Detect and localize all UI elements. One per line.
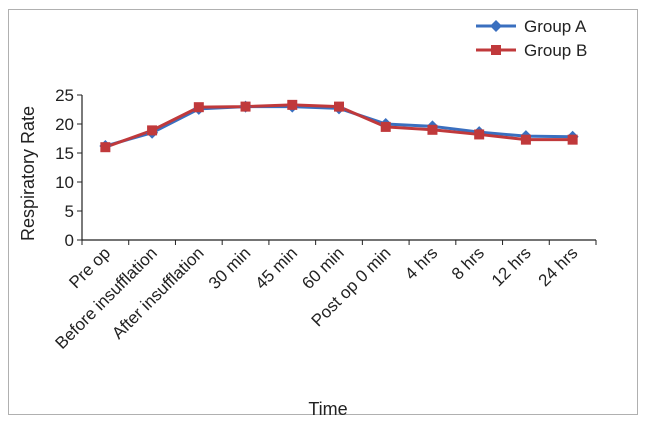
x-tick-label: 4 hrs xyxy=(401,243,441,283)
data-point xyxy=(100,142,111,153)
data-point xyxy=(147,125,158,136)
y-tick-label: 20 xyxy=(55,115,74,134)
legend-marker xyxy=(490,20,502,32)
y-tick-label: 5 xyxy=(65,202,74,221)
legend-marker xyxy=(491,45,501,55)
data-point xyxy=(334,101,344,112)
x-tick-label: 24 hrs xyxy=(535,243,582,290)
data-point xyxy=(287,99,298,110)
chart-frame xyxy=(8,9,638,415)
x-tick-label: 30 min xyxy=(205,243,255,293)
data-point xyxy=(193,102,204,113)
y-axis-title: Respiratory Rate xyxy=(18,106,38,241)
axes xyxy=(81,95,596,241)
data-point xyxy=(520,134,531,145)
data-point xyxy=(427,124,438,135)
x-tick-label: 45 min xyxy=(252,243,302,293)
y-tick-label: 25 xyxy=(55,86,74,105)
y-tick-label: 15 xyxy=(55,144,74,163)
legend-label: Group A xyxy=(524,17,587,36)
data-point xyxy=(240,101,251,112)
y-tick-label: 0 xyxy=(65,231,74,250)
data-point xyxy=(567,134,578,145)
y-ticks: 0 5 10 15 20 25 xyxy=(55,86,82,250)
data-point xyxy=(474,129,485,140)
data-point xyxy=(380,121,391,132)
legend: Group A Group B xyxy=(476,17,587,60)
legend-label: Group B xyxy=(524,41,587,60)
x-axis-title: Time xyxy=(308,399,347,419)
x-tick-label: 12 hrs xyxy=(488,243,535,290)
series-markers xyxy=(99,99,579,153)
y-tick-label: 10 xyxy=(55,173,74,192)
x-tick-label: 8 hrs xyxy=(448,243,488,283)
